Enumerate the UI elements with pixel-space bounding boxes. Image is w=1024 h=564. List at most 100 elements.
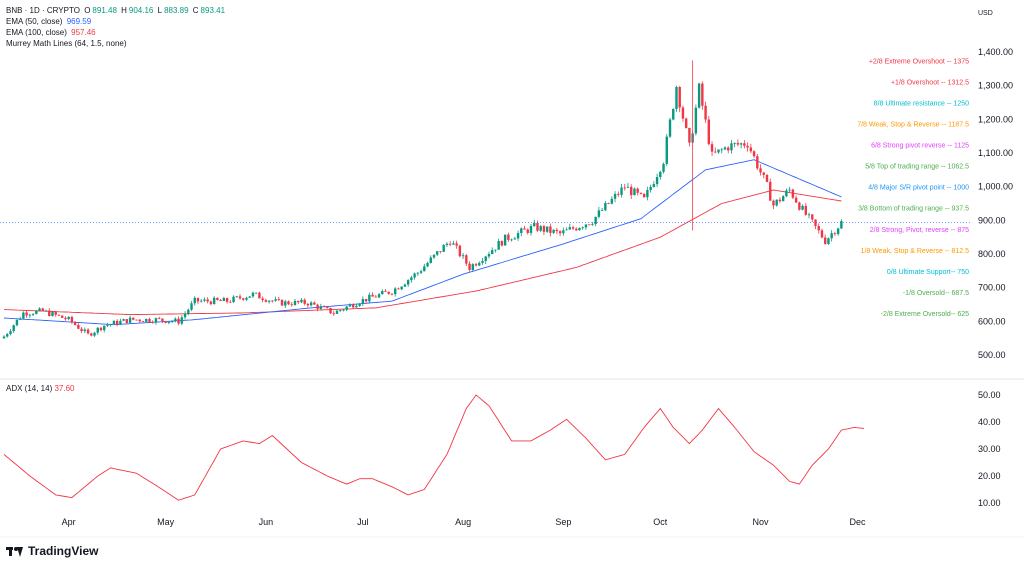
candle-body bbox=[439, 251, 442, 253]
candle-body bbox=[400, 286, 403, 290]
candle-body bbox=[617, 193, 620, 195]
candle-body bbox=[833, 233, 837, 235]
candle-body bbox=[494, 249, 497, 251]
adx-axis-label: 20.00 bbox=[978, 471, 1001, 481]
candle-body bbox=[67, 316, 70, 320]
open-label: O bbox=[84, 6, 91, 15]
candle-body bbox=[326, 306, 329, 308]
candle-body bbox=[164, 320, 167, 323]
candle-body bbox=[765, 174, 769, 182]
ema50-label: EMA (50, close) bbox=[6, 17, 63, 26]
ema100-legend: EMA (100, close) 957.46 bbox=[6, 28, 98, 38]
candle-body bbox=[167, 321, 171, 323]
candle-body bbox=[478, 262, 481, 266]
candle-body bbox=[727, 147, 730, 151]
candle-body bbox=[785, 190, 788, 197]
candle-body bbox=[817, 226, 820, 231]
candle-body bbox=[607, 202, 610, 204]
candle-body bbox=[746, 145, 749, 148]
candle-body bbox=[578, 228, 581, 231]
candle-body bbox=[242, 298, 245, 300]
adx-pane: 50.00 40.00 30.00 20.00 10.00 bbox=[3, 390, 1001, 508]
candle-body bbox=[549, 226, 552, 233]
adx-value: 37.60 bbox=[54, 384, 75, 393]
candle-body bbox=[377, 294, 381, 298]
candle-body bbox=[452, 243, 455, 245]
candle-body bbox=[500, 240, 504, 246]
candle-body bbox=[510, 239, 513, 241]
currency-label: USD bbox=[978, 10, 993, 17]
candle-body bbox=[529, 226, 533, 233]
candle-body bbox=[151, 322, 154, 323]
candle-body bbox=[807, 214, 811, 216]
ema100-label: EMA (100, close) bbox=[6, 28, 67, 37]
candle-body bbox=[665, 136, 668, 164]
candle-body bbox=[655, 177, 659, 185]
low-label: L bbox=[157, 6, 163, 15]
murrey-line-label: 3/8 Bottom of trading range -- 937.5 bbox=[858, 206, 969, 213]
candle-body bbox=[183, 313, 187, 318]
candle-body bbox=[267, 300, 271, 302]
candle-body bbox=[371, 294, 374, 297]
candle-body bbox=[190, 303, 193, 310]
candle-body bbox=[513, 238, 517, 240]
candle-body bbox=[468, 263, 471, 270]
candle-body bbox=[762, 172, 765, 175]
price-axis-label: 600.00 bbox=[978, 316, 1006, 326]
candle-body bbox=[203, 299, 206, 301]
candle-body bbox=[555, 229, 559, 232]
candle-body bbox=[542, 226, 546, 232]
candle-body bbox=[229, 301, 232, 303]
murrey-line-label: -1/8 Oversold-- 687.5 bbox=[903, 290, 969, 297]
candle-body bbox=[355, 305, 358, 308]
murrey-line-label: 2/8 Strong, Pivot, reverse -- 875 bbox=[870, 227, 969, 234]
close-label: C bbox=[192, 6, 199, 15]
candle-body bbox=[119, 320, 122, 325]
candle-body bbox=[135, 319, 138, 321]
candlestick-series[interactable] bbox=[2, 60, 843, 339]
candle-body bbox=[351, 304, 355, 308]
time-axis: Apr May Jun Jul Aug Sep Oct Nov Dec bbox=[62, 517, 866, 527]
candle-body bbox=[193, 297, 196, 304]
candle-body bbox=[232, 296, 235, 303]
candle-body bbox=[678, 87, 681, 108]
candle-body bbox=[565, 229, 568, 231]
candle-body bbox=[714, 151, 717, 153]
candle-body bbox=[630, 186, 633, 196]
grid-lines bbox=[0, 378, 1024, 538]
candle-body bbox=[206, 299, 209, 302]
candle-body bbox=[707, 119, 711, 145]
candle-body bbox=[811, 214, 814, 220]
candle-body bbox=[277, 299, 281, 300]
candle-body bbox=[125, 319, 129, 323]
candle-body bbox=[701, 83, 704, 106]
time-axis-label: Jun bbox=[259, 517, 274, 527]
ema100-value: 957.46 bbox=[71, 28, 96, 37]
candle-body bbox=[445, 243, 449, 246]
candle-body bbox=[145, 318, 148, 322]
candle-body bbox=[704, 105, 707, 120]
candle-body bbox=[688, 127, 691, 143]
candle-body bbox=[484, 256, 487, 262]
adx-axis-label: 10.00 bbox=[978, 498, 1001, 508]
candle-body bbox=[225, 298, 229, 302]
candle-body bbox=[235, 296, 238, 298]
candle-body bbox=[138, 319, 141, 322]
candle-body bbox=[209, 301, 213, 305]
price-axis-label: 500.00 bbox=[978, 350, 1006, 360]
candle-body bbox=[300, 299, 303, 303]
candle-body bbox=[626, 186, 630, 188]
candle-body bbox=[600, 210, 604, 212]
candle-body bbox=[406, 280, 410, 285]
candle-body bbox=[597, 210, 601, 217]
candle-body bbox=[397, 288, 400, 290]
candle-body bbox=[264, 300, 268, 302]
candle-body bbox=[261, 298, 264, 301]
candle-body bbox=[545, 226, 549, 232]
candle-body bbox=[174, 318, 177, 322]
candle-body bbox=[31, 314, 35, 315]
candle-body bbox=[487, 253, 491, 257]
candle-body bbox=[12, 325, 15, 332]
candle-body bbox=[814, 219, 817, 227]
